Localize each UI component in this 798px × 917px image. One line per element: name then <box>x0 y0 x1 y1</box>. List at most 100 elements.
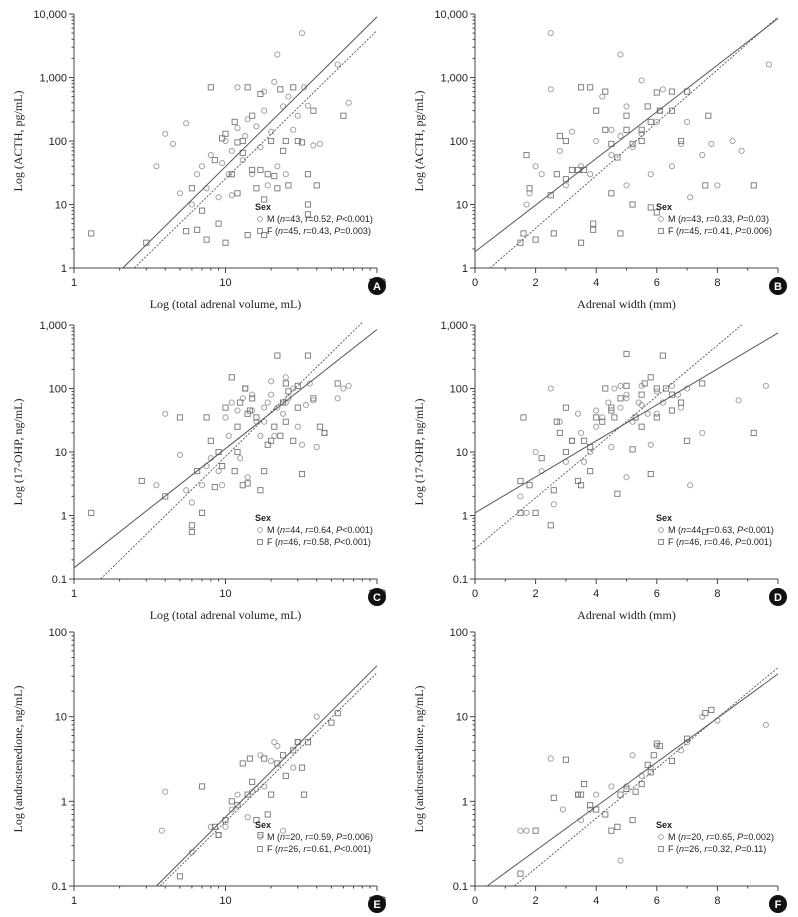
legend-marker-f <box>658 846 664 852</box>
data-point-m <box>629 752 636 759</box>
legend-marker-f <box>658 539 664 545</box>
data-point-f <box>517 477 524 485</box>
data-point-m <box>244 814 251 821</box>
data-point-f <box>290 84 297 91</box>
chart-panel-e: 0.1110100110100Log (total adrenal volume… <box>11 627 386 917</box>
data-point-m <box>282 374 289 381</box>
data-point-f <box>194 226 201 233</box>
data-point-m <box>762 382 769 389</box>
legend-title: Sex <box>255 202 271 212</box>
data-point-f <box>249 112 256 119</box>
data-point-m <box>274 404 281 411</box>
data-point-f <box>587 468 594 475</box>
x-tick-label: 10 <box>219 588 231 600</box>
data-point-f <box>264 441 271 448</box>
data-point-m <box>290 764 297 771</box>
data-point-m <box>532 448 539 456</box>
y-tick-label: 10 <box>456 447 468 459</box>
panel-badge-label: C <box>373 592 381 604</box>
y-tick-label: 100 <box>450 136 468 148</box>
data-point-f <box>261 196 268 203</box>
data-point-m <box>310 142 317 149</box>
fit-line-m <box>122 16 378 269</box>
data-point-m <box>242 132 249 140</box>
data-point-m <box>653 118 660 125</box>
data-point-m <box>280 827 287 834</box>
data-point-f <box>198 509 206 516</box>
data-point-f <box>656 107 663 114</box>
data-point-f <box>608 407 615 414</box>
data-point-m <box>313 713 320 720</box>
x-tick-label: 6 <box>654 588 660 600</box>
data-point-f <box>290 437 297 444</box>
y-tick-label: 100 <box>49 384 67 396</box>
legend-title: Sex <box>656 820 672 830</box>
x-axis-title: Log (total adrenal volume, mL) <box>150 297 302 311</box>
data-point-m <box>765 61 772 68</box>
data-point-f <box>234 448 241 456</box>
y-tick-label: 10 <box>55 447 67 459</box>
data-point-f <box>231 118 238 125</box>
data-point-f <box>653 414 660 421</box>
data-point-m <box>274 742 281 750</box>
data-point-f <box>301 791 308 798</box>
data-point-f <box>334 710 341 717</box>
data-point-f <box>647 374 654 381</box>
data-point-f <box>644 761 651 768</box>
data-point-f <box>653 385 660 392</box>
data-point-f <box>590 226 597 233</box>
data-point-f <box>629 446 636 453</box>
legend-entry-m: M (n=44, r=0.63, P<0.001) <box>668 525 774 535</box>
data-point-m <box>729 137 736 145</box>
data-point-f <box>614 490 621 497</box>
data-point-f <box>188 185 195 192</box>
data-point-f <box>517 239 524 246</box>
data-point-f <box>614 823 621 830</box>
data-point-f <box>228 171 235 178</box>
data-point-m <box>638 772 645 779</box>
data-point-f <box>261 232 268 239</box>
data-point-f <box>702 710 709 717</box>
data-point-f <box>587 84 594 91</box>
data-point-m <box>345 99 352 106</box>
data-point-f <box>556 132 563 140</box>
y-tick-label: 1,000 <box>440 73 468 85</box>
data-point-m <box>257 432 264 439</box>
data-point-m <box>249 391 256 398</box>
data-point-m <box>638 401 645 409</box>
data-point-m <box>310 397 317 404</box>
data-point-m <box>617 857 624 864</box>
data-point-m <box>294 423 301 430</box>
data-point-m <box>714 182 721 189</box>
data-point-f <box>88 230 95 237</box>
data-point-f <box>304 739 311 746</box>
data-point-f <box>316 423 323 430</box>
legend-marker-m <box>658 527 664 533</box>
data-point-m <box>228 399 235 406</box>
data-point-f <box>629 201 636 208</box>
x-axis-title: Log (total adrenal volume, mL) <box>150 915 302 917</box>
data-point-f <box>246 755 253 762</box>
data-point-m <box>340 385 347 392</box>
data-point-m <box>593 791 600 798</box>
data-point-m <box>684 118 691 125</box>
data-point-f <box>568 166 576 174</box>
data-point-f <box>638 781 645 788</box>
data-point-m <box>264 399 271 406</box>
data-point-f <box>684 437 691 444</box>
data-point-f <box>268 437 275 444</box>
panel-badge-circle <box>769 277 787 295</box>
data-point-f <box>271 173 278 180</box>
data-point-f <box>647 769 654 776</box>
data-point-f <box>244 791 251 798</box>
data-point-f <box>310 395 317 402</box>
data-point-f <box>593 414 600 421</box>
data-point-f <box>556 429 563 436</box>
data-point-m <box>215 831 222 839</box>
x-tick-label: 8 <box>714 588 720 600</box>
data-point-f <box>244 232 251 239</box>
panel-badge: E <box>368 895 386 913</box>
data-point-f <box>599 418 606 425</box>
data-point-f <box>257 90 264 98</box>
